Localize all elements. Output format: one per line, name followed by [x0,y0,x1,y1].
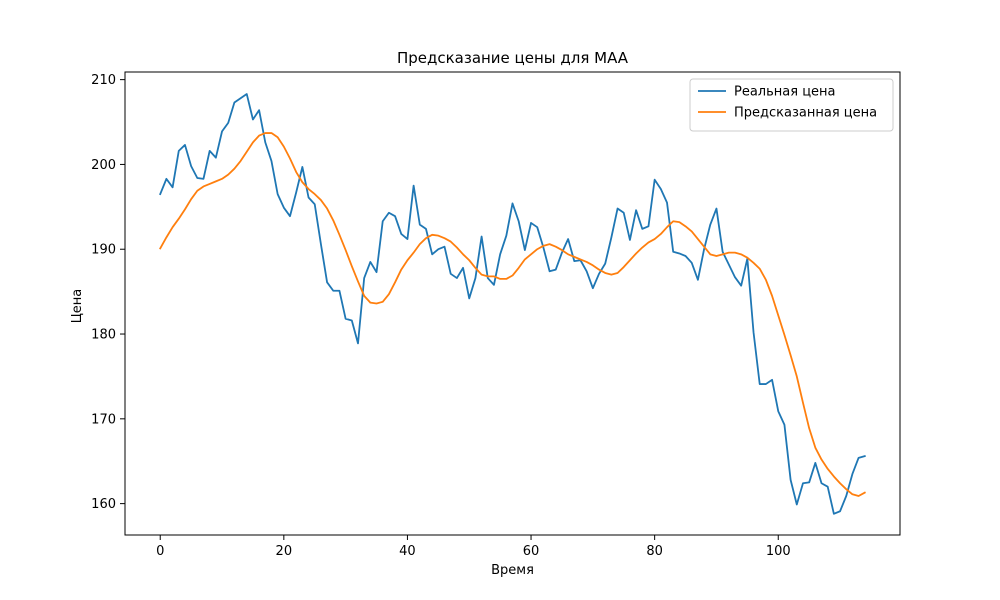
y-tick-label-0: 160 [91,497,116,512]
series-line-1 [159,132,866,497]
y-tick-label-2: 180 [91,328,116,343]
x-tick-label-5: 100 [766,544,791,559]
x-tick-label-4: 80 [646,544,663,559]
plot-area: 0 20 40 60 80 100 160 170 180 190 200 210 [91,71,901,559]
legend-entry-0: Реальная цена [734,85,836,100]
y-tick-label-4: 200 [91,158,116,173]
y-tick-label-5: 210 [91,73,116,88]
legend: Реальная цена Предсказанная цена [689,78,894,132]
plot-frame [124,71,901,536]
legend-entry-1: Предсказанная цена [734,106,877,121]
legend-box [689,78,894,132]
x-tick-label-3: 60 [523,544,540,559]
x-tick-label-0: 0 [156,544,164,559]
chart-title: Предсказание цены для MAA [397,49,629,67]
y-tick-label-3: 190 [91,243,116,258]
y-axis-label: Цена [70,289,85,324]
y-tick-label-1: 170 [91,412,116,427]
x-tick-label-1: 20 [276,544,293,559]
x-axis-label: Время [491,563,534,578]
x-tick-label-2: 40 [399,544,416,559]
